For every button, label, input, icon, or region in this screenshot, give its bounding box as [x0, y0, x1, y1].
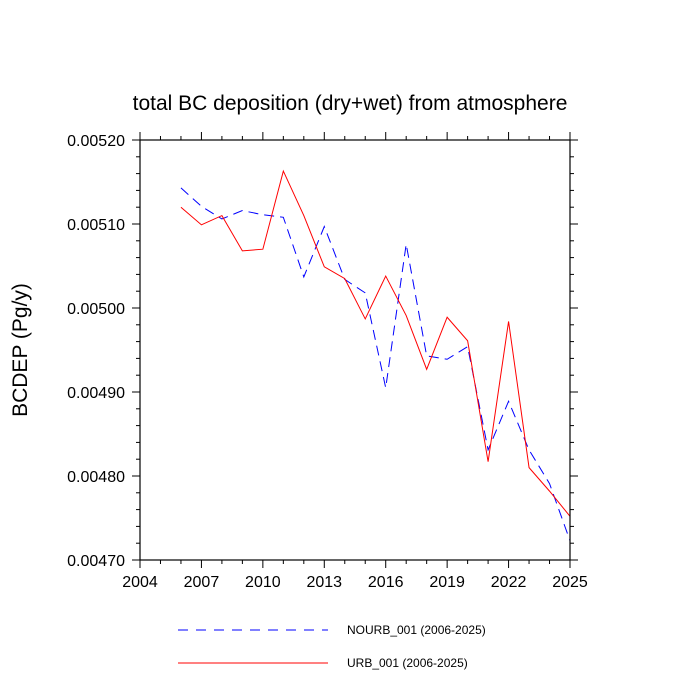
y-tick-label: 0.00500 [67, 301, 125, 318]
x-tick-label: 2016 [368, 574, 404, 591]
y-tick-label: 0.00510 [67, 217, 125, 234]
x-tick-label: 2025 [552, 574, 588, 591]
ticks: 2004 2007 2010 2013 2016 2019 2022 2025 0.00470 0… [67, 132, 588, 591]
x-tick-label: 2007 [184, 574, 220, 591]
y-tick-label: 0.00490 [67, 385, 125, 402]
y-axis-title: BCDEP (Pg/y) [9, 283, 32, 417]
y-tick-label: 0.00480 [67, 469, 125, 486]
chart-title: total BC deposition (dry+wet) from atmos… [133, 92, 568, 115]
x-tick-label: 2022 [491, 574, 527, 591]
series-line-2 [180, 169, 571, 517]
y-tick-label: 0.00470 [67, 553, 125, 570]
legend: NOURB_001 (2006-2025) URB_001 (2006-2025) [178, 623, 486, 670]
plot-frame [139, 139, 571, 561]
x-tick-label: 2019 [429, 574, 465, 591]
x-tick-label: 2010 [245, 574, 281, 591]
legend-label-2: URB_001 (2006-2025) [347, 656, 468, 670]
legend-label-1: NOURB_001 (2006-2025) [347, 623, 486, 637]
series-lines [180, 169, 571, 541]
x-tick-label: 2004 [122, 574, 158, 591]
series-line-1 [180, 187, 571, 541]
x-tick-label: 2013 [306, 574, 342, 591]
y-tick-label: 0.00520 [67, 133, 125, 150]
